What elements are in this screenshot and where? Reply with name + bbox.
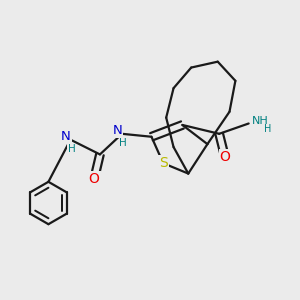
Text: H: H	[264, 124, 272, 134]
Text: N: N	[61, 130, 70, 143]
Text: N: N	[112, 124, 122, 137]
Text: O: O	[220, 150, 230, 164]
Text: NH: NH	[252, 116, 268, 126]
Text: O: O	[88, 172, 100, 186]
Text: H: H	[119, 138, 127, 148]
Text: S: S	[159, 156, 168, 170]
Text: H: H	[68, 144, 75, 154]
